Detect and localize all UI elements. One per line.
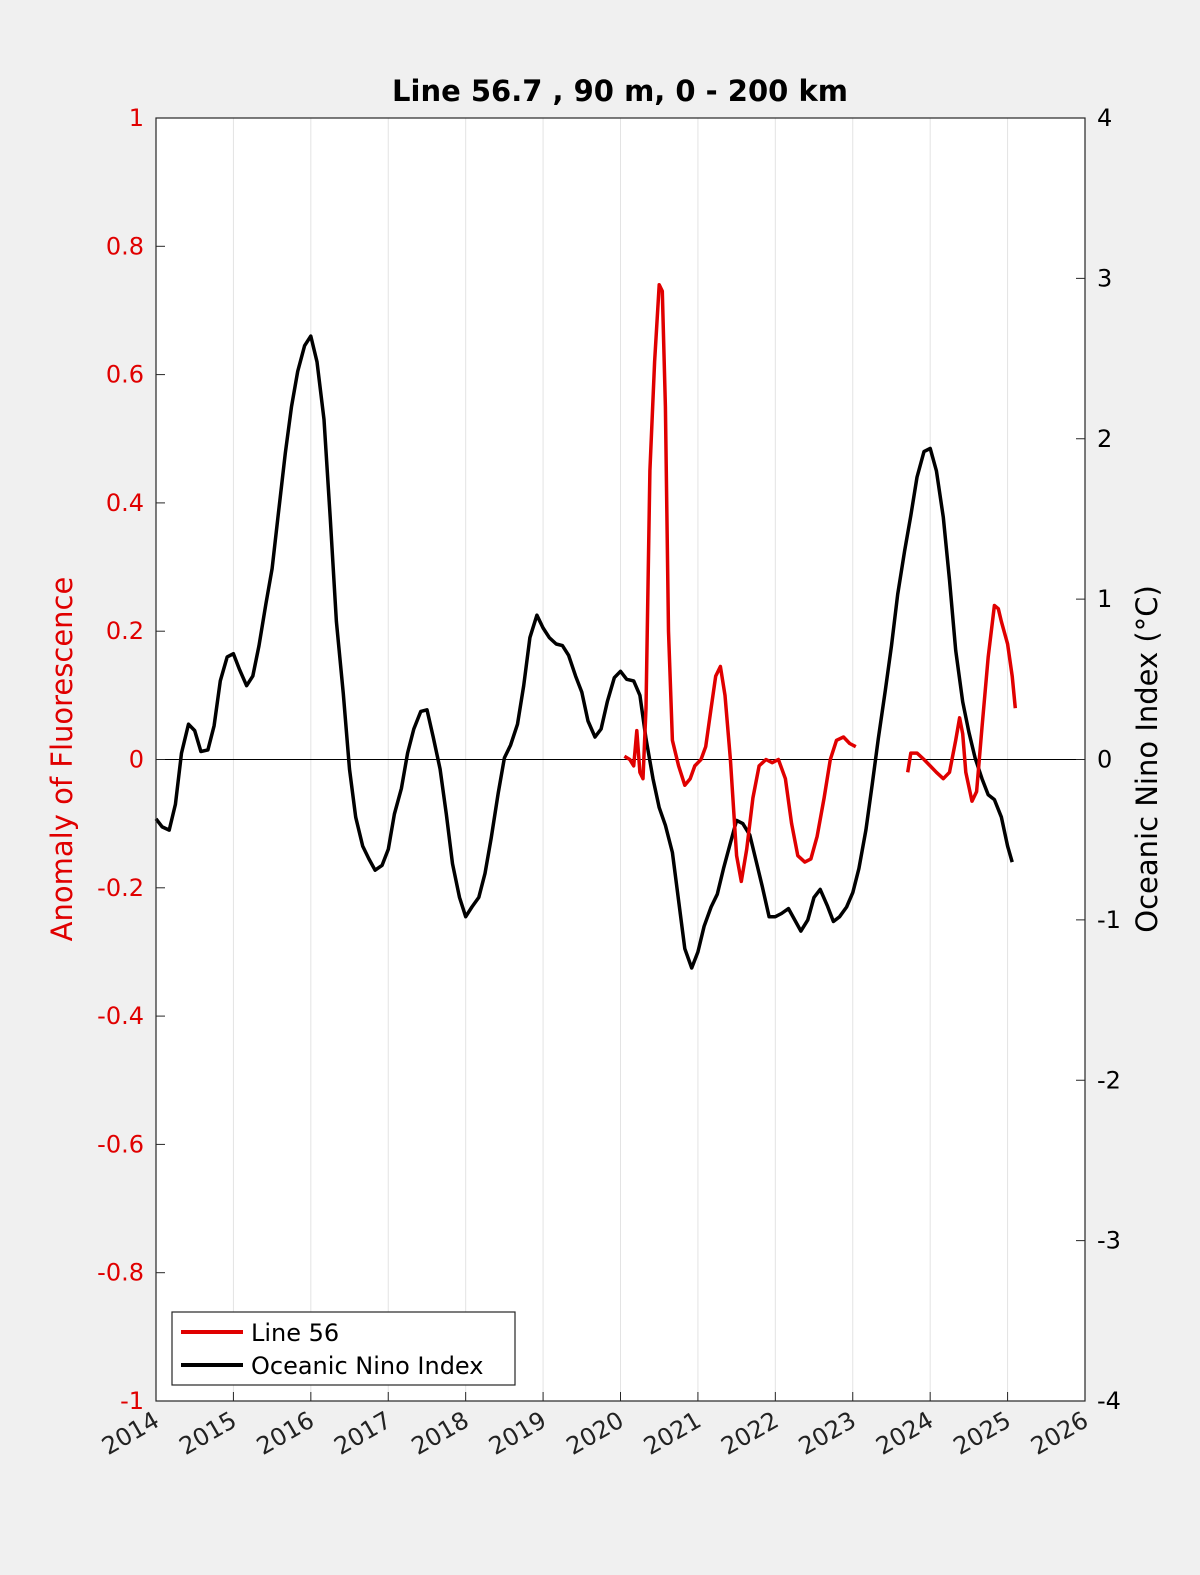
right-tick-label: -3 [1097, 1227, 1121, 1255]
right-tick-label: -1 [1097, 906, 1121, 934]
x-tick-label: 2022 [716, 1406, 783, 1461]
right-tick-label: 2 [1097, 425, 1112, 453]
right-tick-label: 1 [1097, 585, 1112, 613]
x-tick-label: 2020 [562, 1406, 629, 1461]
left-tick-label: 0 [129, 746, 144, 774]
right-tick-label: -4 [1097, 1387, 1121, 1415]
x-tick-label: 2025 [949, 1406, 1016, 1461]
series-layer [154, 283, 1018, 970]
right-tick-label: 3 [1097, 264, 1112, 292]
x-tick-label: 2026 [1026, 1406, 1093, 1461]
x-tick-label: 2024 [871, 1406, 938, 1461]
x-tick-label: 2015 [175, 1406, 242, 1461]
left-tick-label: -1 [120, 1387, 144, 1415]
left-tick-label: 0.6 [106, 361, 144, 389]
left-y-axis: 1 0.8 0.6 0.4 0.2 0 -0.2 -0.4 -0.6 -0.8 -1 [97, 104, 165, 1415]
right-tick-label: 4 [1097, 104, 1112, 132]
right-tick-label: 0 [1097, 746, 1112, 774]
legend-box [171, 1311, 516, 1386]
x-tick-label: 2018 [407, 1406, 474, 1461]
x-tick-label: 2023 [794, 1406, 861, 1461]
x-tick-label: 2017 [329, 1406, 396, 1461]
left-tick-label: -0.6 [97, 1130, 144, 1158]
legend-label-oni: Oceanic Nino Index [251, 1352, 483, 1380]
legend-label-line-56: Line 56 [251, 1319, 339, 1347]
left-tick-label: -0.8 [97, 1259, 144, 1287]
left-y-axis-label: Anomaly of Fluorescence [45, 577, 79, 942]
x-tick-label: 2021 [639, 1406, 706, 1461]
x-axis: 2014 2015 2016 2017 2018 2019 2020 2021 2022 2023… [97, 1392, 1093, 1461]
left-tick-label: 1 [129, 104, 144, 132]
right-y-axis-label: Oceanic Nino Index (°C) [1130, 585, 1164, 933]
left-tick-label: -0.4 [97, 1002, 144, 1030]
right-y-axis: 4 3 2 1 0 -1 -2 -3 -4 [1076, 104, 1121, 1415]
left-tick-label: 0.2 [106, 617, 144, 645]
chart-title: Line 56.7 , 90 m, 0 - 200 km [392, 74, 848, 108]
legend: Line 56 Oceanic Nino Index [171, 1311, 516, 1386]
left-tick-label: -0.2 [97, 874, 144, 902]
right-tick-label: -2 [1097, 1066, 1121, 1094]
series-line-oceanic-nino-index [154, 334, 1014, 970]
left-tick-label: 0.4 [106, 489, 144, 517]
x-tick-label: 2019 [484, 1406, 551, 1461]
x-tick-label: 2016 [252, 1406, 319, 1461]
left-tick-label: 0.8 [106, 232, 144, 260]
series-line-line-56-segment-2 [905, 603, 1018, 803]
series-line-line-56-segment-1 [623, 283, 857, 884]
